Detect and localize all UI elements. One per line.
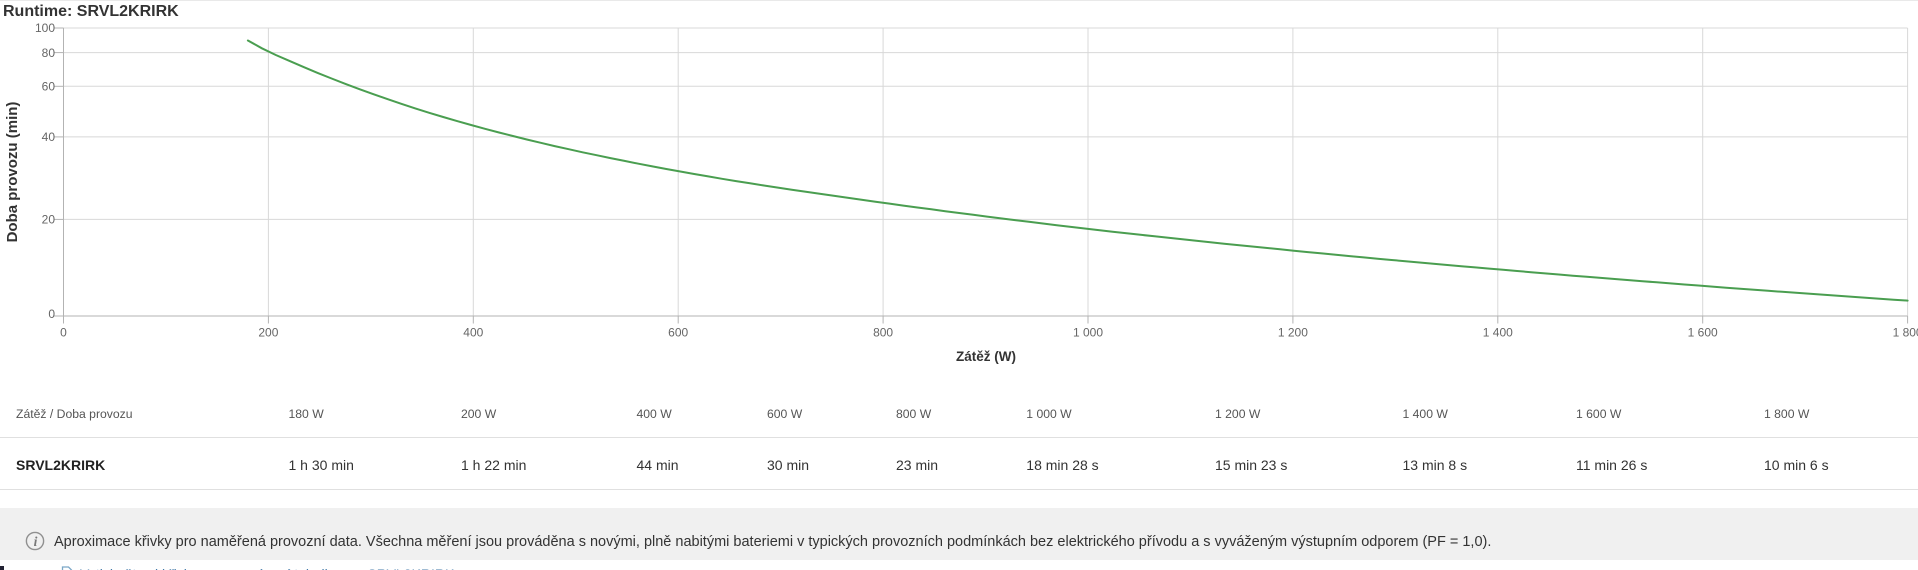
svg-text:0: 0 <box>60 326 67 340</box>
svg-text:i: i <box>34 534 38 549</box>
svg-text:1 000: 1 000 <box>1073 326 1103 340</box>
svg-text:600: 600 <box>668 326 688 340</box>
svg-text:80: 80 <box>42 46 56 60</box>
svg-text:60: 60 <box>42 80 56 94</box>
svg-text:1 200: 1 200 <box>1278 326 1308 340</box>
svg-text:1 600: 1 600 <box>1688 326 1718 340</box>
svg-text:Zátěž (W): Zátěž (W) <box>956 349 1016 364</box>
svg-text:1 400: 1 400 <box>1483 326 1513 340</box>
svg-text:400: 400 <box>463 326 483 340</box>
svg-text:200: 200 <box>258 326 278 340</box>
svg-text:40: 40 <box>42 130 56 144</box>
svg-text:1 800: 1 800 <box>1893 326 1918 340</box>
svg-text:20: 20 <box>42 213 56 227</box>
svg-text:100: 100 <box>35 21 55 35</box>
svg-text:Doba provozu (min): Doba provozu (min) <box>4 102 21 243</box>
svg-text:800: 800 <box>873 326 893 340</box>
svg-text:0: 0 <box>48 307 55 321</box>
